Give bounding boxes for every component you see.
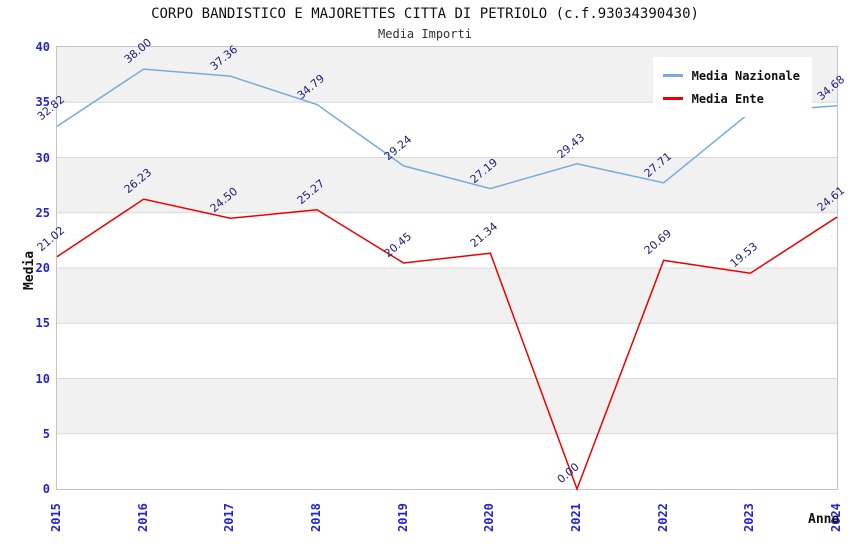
chart-subtitle: Media Importi — [378, 27, 472, 41]
x-tick-2020: 2020 — [482, 503, 497, 532]
x-axis-title: Anno — [808, 512, 840, 527]
y-axis-title: Media — [22, 250, 37, 290]
x-tick-2022: 2022 — [655, 503, 670, 532]
x-tick-2018: 2018 — [309, 503, 323, 532]
series-lines-svg — [56, 68, 838, 492]
x-tick-2015: 2015 — [49, 503, 63, 532]
x-tick-2021: 2021 — [569, 503, 583, 532]
plot-area: 32.82 38.00 37.36 34.79 29.24 27.19 29.43 27.71… — [35, 36, 847, 492]
y-tick-5: 5 — [42, 426, 50, 441]
legend-label-ente: Media Ente — [691, 91, 764, 106]
x-tick-2023: 2023 — [742, 503, 757, 532]
series-line-media-ente — [56, 198, 838, 492]
x-tick-2017: 2017 — [222, 503, 237, 532]
legend-item-media-ente: Media Ente — [662, 87, 800, 110]
series-line-media-nazionale — [56, 68, 838, 190]
y-tick-0: 0 — [42, 482, 50, 496]
legend-swatch-nazionale-icon — [662, 74, 683, 77]
y-tick-20: 20 — [35, 261, 50, 275]
x-tick-2016: 2016 — [135, 503, 150, 532]
y-tick-25: 25 — [35, 205, 50, 220]
legend: Media Nazionale Media Ente — [652, 57, 812, 117]
x-tick-2019: 2019 — [395, 503, 410, 532]
y-tick-10: 10 — [35, 371, 50, 386]
y-tick-40: 40 — [35, 40, 50, 54]
chart-title: CORPO BANDISTICO E MAJORETTES CITTA DI P… — [151, 6, 699, 22]
legend-item-media-nazionale: Media Nazionale — [662, 64, 800, 87]
legend-swatch-ente-icon — [662, 97, 683, 100]
legend-label-nazionale: Media Nazionale — [691, 68, 800, 83]
y-tick-15: 15 — [35, 316, 50, 331]
y-tick-30: 30 — [35, 150, 50, 165]
y-tick-35: 35 — [35, 95, 50, 110]
